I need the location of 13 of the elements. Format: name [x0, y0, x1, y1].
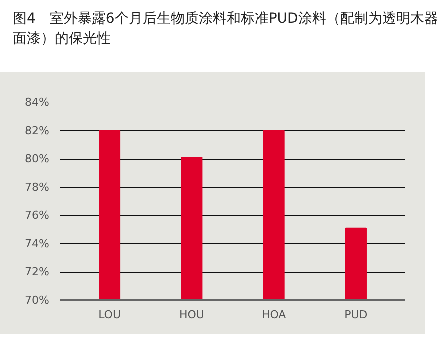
y-tick-label: 72% — [25, 266, 50, 279]
chart-title: 图4 室外暴露6个月后生物质涂料和标准PUD涂料（配制为透明木器面漆）的保光性 — [13, 10, 440, 49]
y-tick-label: 82% — [25, 124, 50, 138]
y-tick-label: 84% — [25, 96, 50, 109]
x-tick-label: LOU — [98, 308, 122, 322]
y-tick-label: 78% — [25, 180, 50, 194]
x-tick-label: PUD — [344, 308, 368, 322]
x-tick-label: HOA — [262, 308, 287, 322]
y-tick-label: 76% — [25, 209, 50, 222]
y-tick-label: 74% — [25, 237, 50, 250]
y-tick-label: 70% — [25, 294, 50, 307]
y-tick-label: 80% — [25, 152, 50, 166]
x-tick-label: HOU — [179, 308, 204, 322]
